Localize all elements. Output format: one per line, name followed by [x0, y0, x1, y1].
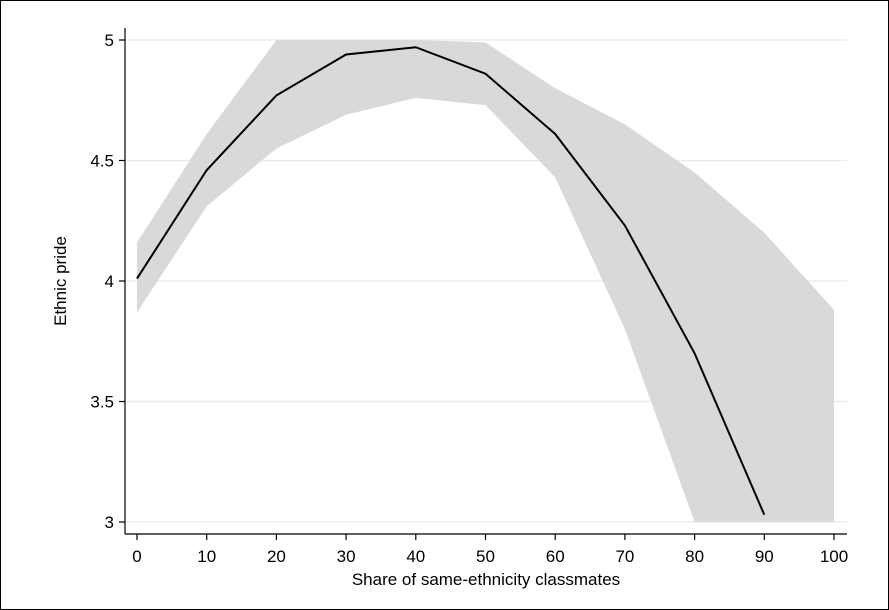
y-axis-ticks: 3 3.5 4 4.5 5	[90, 31, 125, 532]
y-tick-label-2: 4	[105, 272, 114, 291]
x-tick-label-6: 60	[546, 547, 565, 566]
x-tick-label-3: 30	[337, 547, 356, 566]
x-tick-label-7: 70	[615, 547, 634, 566]
y-tick-label-3: 4.5	[90, 152, 114, 171]
ethnic-pride-line	[136, 46, 766, 516]
x-tick-label-0: 0	[132, 547, 141, 566]
x-tick-label-9: 90	[755, 547, 774, 566]
y-tick-label-4: 5	[105, 31, 114, 50]
x-tick-label-5: 50	[476, 547, 495, 566]
x-tick-label-8: 80	[685, 547, 704, 566]
x-tick-label-10: 100	[820, 547, 848, 566]
x-tick-label-4: 40	[406, 547, 425, 566]
y-axis-title: Ethnic pride	[51, 236, 70, 326]
x-axis-ticks: 0 10 20 30 40 50 60 70 80 90 100	[132, 534, 848, 566]
x-tick-label-2: 20	[267, 547, 286, 566]
x-tick-label-1: 10	[197, 547, 216, 566]
y-tick-label-0: 3	[105, 513, 114, 532]
x-axis-title: Share of same-ethnicity classmates	[352, 570, 620, 589]
y-tick-label-1: 3.5	[90, 393, 114, 412]
confidence-band	[137, 40, 834, 522]
